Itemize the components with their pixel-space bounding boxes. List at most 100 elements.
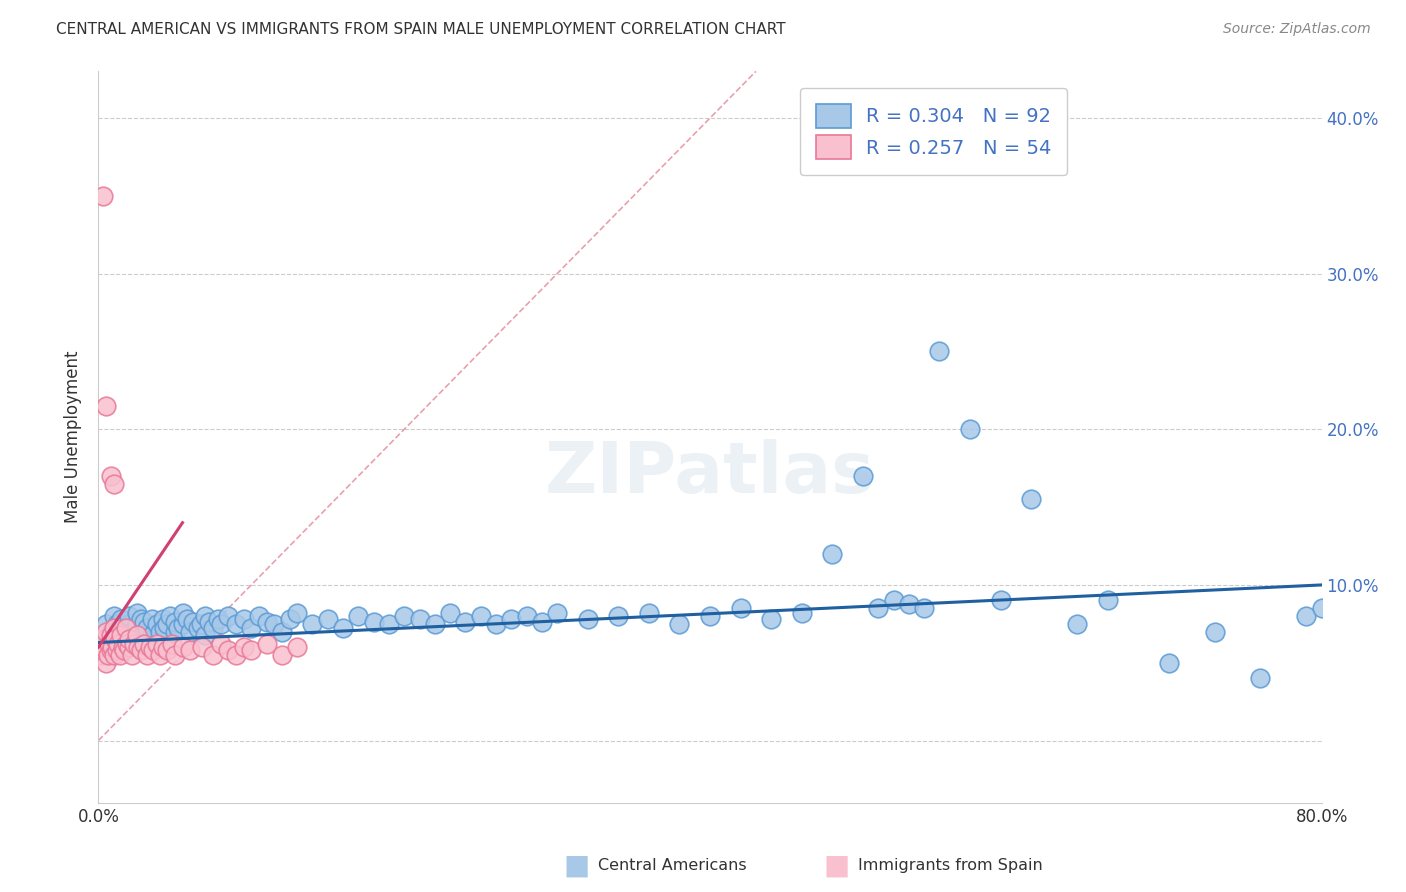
Point bbox=[118, 632, 141, 647]
Text: Source: ZipAtlas.com: Source: ZipAtlas.com bbox=[1223, 22, 1371, 37]
Point bbox=[668, 616, 690, 631]
Point bbox=[104, 632, 127, 647]
Point bbox=[301, 616, 323, 631]
Legend: R = 0.304   N = 92, R = 0.257   N = 54: R = 0.304 N = 92, R = 0.257 N = 54 bbox=[800, 88, 1067, 175]
Point bbox=[217, 609, 239, 624]
Point bbox=[883, 593, 905, 607]
Point bbox=[270, 648, 292, 662]
Point bbox=[134, 615, 156, 630]
Point bbox=[112, 643, 135, 657]
Point bbox=[156, 643, 179, 657]
Point bbox=[160, 637, 183, 651]
Point bbox=[202, 648, 225, 662]
Point bbox=[516, 609, 538, 624]
Point bbox=[179, 643, 201, 657]
Point bbox=[470, 609, 492, 624]
Text: Central Americans: Central Americans bbox=[598, 858, 747, 872]
Point bbox=[134, 624, 156, 639]
Point bbox=[127, 640, 149, 655]
Point bbox=[121, 624, 143, 639]
Point bbox=[190, 616, 212, 631]
Point bbox=[94, 399, 117, 413]
Point bbox=[153, 622, 176, 636]
Point bbox=[285, 606, 308, 620]
Point bbox=[100, 628, 122, 642]
Point bbox=[207, 612, 229, 626]
Point bbox=[232, 640, 254, 655]
Point bbox=[103, 476, 125, 491]
Point bbox=[423, 616, 446, 631]
Point bbox=[110, 628, 132, 642]
Point bbox=[852, 469, 875, 483]
Point bbox=[90, 648, 112, 662]
Point bbox=[209, 637, 232, 651]
Point bbox=[378, 616, 401, 631]
Point bbox=[868, 601, 890, 615]
Point bbox=[121, 648, 143, 662]
Point bbox=[94, 616, 117, 631]
Point bbox=[197, 615, 219, 630]
Point bbox=[163, 615, 186, 630]
Point bbox=[163, 624, 186, 639]
Point bbox=[94, 656, 117, 670]
Point bbox=[530, 615, 553, 630]
Point bbox=[821, 547, 844, 561]
Point bbox=[1157, 656, 1180, 670]
Y-axis label: Male Unemployment: Male Unemployment bbox=[65, 351, 83, 524]
Point bbox=[97, 648, 120, 662]
Point bbox=[392, 609, 416, 624]
Point bbox=[103, 648, 125, 662]
Point bbox=[125, 628, 148, 642]
Text: Immigrants from Spain: Immigrants from Spain bbox=[858, 858, 1042, 872]
Point bbox=[111, 640, 134, 655]
Point bbox=[149, 648, 172, 662]
Point bbox=[332, 622, 354, 636]
Point bbox=[1097, 593, 1119, 607]
Point bbox=[439, 606, 461, 620]
Point bbox=[149, 624, 172, 639]
Point bbox=[105, 616, 128, 631]
Point bbox=[179, 624, 201, 639]
Point bbox=[115, 622, 138, 636]
Point bbox=[118, 616, 141, 631]
Point bbox=[1310, 601, 1333, 615]
Point bbox=[107, 637, 129, 651]
Point bbox=[110, 612, 132, 626]
Point bbox=[759, 612, 782, 626]
Point bbox=[730, 601, 752, 615]
Point bbox=[176, 612, 198, 626]
Point bbox=[637, 606, 661, 620]
Point bbox=[263, 616, 285, 631]
Point bbox=[125, 606, 148, 620]
Point bbox=[959, 422, 981, 436]
Point bbox=[117, 637, 139, 651]
Point bbox=[194, 628, 217, 642]
Point bbox=[897, 597, 920, 611]
Point bbox=[134, 637, 156, 651]
Point bbox=[347, 609, 370, 624]
Point bbox=[790, 606, 813, 620]
Point bbox=[194, 609, 217, 624]
Point bbox=[699, 609, 721, 624]
Point bbox=[167, 622, 190, 636]
Point bbox=[256, 637, 278, 651]
Text: CENTRAL AMERICAN VS IMMIGRANTS FROM SPAIN MALE UNEMPLOYMENT CORRELATION CHART: CENTRAL AMERICAN VS IMMIGRANTS FROM SPAI… bbox=[56, 22, 786, 37]
Point bbox=[163, 648, 186, 662]
Point bbox=[1204, 624, 1226, 639]
Point bbox=[142, 643, 165, 657]
Point bbox=[98, 637, 121, 651]
Point bbox=[928, 344, 950, 359]
Point bbox=[209, 616, 232, 631]
Point bbox=[172, 640, 194, 655]
Point bbox=[159, 609, 181, 624]
Point bbox=[91, 640, 114, 655]
Point bbox=[141, 612, 163, 626]
Text: ZIPatlas: ZIPatlas bbox=[546, 439, 875, 508]
Point bbox=[546, 606, 568, 620]
Point bbox=[454, 615, 477, 630]
Point bbox=[247, 609, 270, 624]
Point bbox=[93, 632, 115, 647]
Point bbox=[156, 616, 179, 631]
Point bbox=[125, 616, 148, 631]
Point bbox=[316, 612, 339, 626]
